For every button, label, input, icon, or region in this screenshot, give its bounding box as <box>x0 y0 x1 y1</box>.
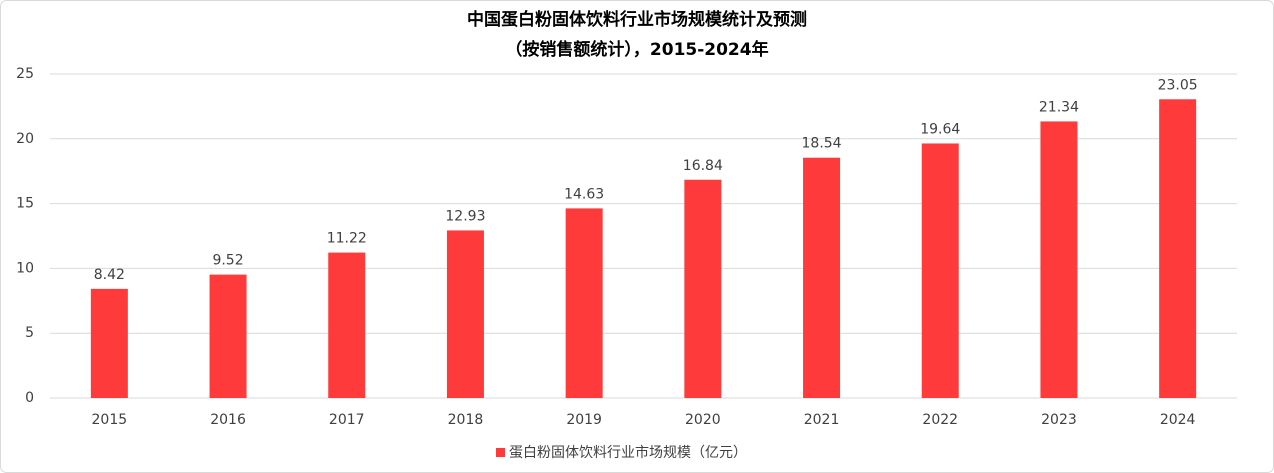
x-tick-label: 2022 <box>922 412 958 428</box>
y-tick-label: 5 <box>25 325 34 341</box>
value-label: 18.54 <box>802 136 842 152</box>
y-tick-label: 20 <box>16 131 34 147</box>
legend-swatch <box>496 448 505 457</box>
y-tick-label: 15 <box>16 196 34 212</box>
y-tick-label: 25 <box>16 66 34 82</box>
x-tick-label: 2024 <box>1160 412 1196 428</box>
value-label: 21.34 <box>1039 99 1079 115</box>
x-tick-label: 2016 <box>210 412 246 428</box>
chart-title: 中国蛋白粉固体饮料行业市场规模统计及预测 <box>467 9 807 30</box>
value-label: 8.42 <box>94 267 125 283</box>
x-tick-label: 2015 <box>92 412 128 428</box>
value-label: 9.52 <box>212 253 243 269</box>
y-tick-label: 0 <box>25 390 34 406</box>
x-tick-label: 2021 <box>804 412 840 428</box>
bar <box>1040 121 1078 399</box>
legend-label: 蛋白粉固体饮料行业市场规模（亿元） <box>509 444 747 461</box>
x-tick-label: 2023 <box>1041 412 1077 428</box>
bar <box>328 252 366 398</box>
x-tick-label: 2017 <box>329 412 365 428</box>
value-label: 16.84 <box>683 158 723 174</box>
x-tick-label: 2018 <box>448 412 484 428</box>
y-tick-label: 10 <box>16 260 34 276</box>
x-tick-label: 2020 <box>685 412 721 428</box>
bar <box>90 288 128 398</box>
bar <box>921 143 959 398</box>
bar <box>684 179 722 398</box>
x-tick-label: 2019 <box>566 412 602 428</box>
bar <box>803 157 841 398</box>
value-label: 11.22 <box>327 231 367 247</box>
bar <box>446 230 484 398</box>
bar <box>565 208 603 398</box>
chart-title: （按销售额统计），2015-2024年 <box>505 39 768 60</box>
value-label: 23.05 <box>1158 77 1198 93</box>
bar <box>209 274 247 398</box>
value-label: 19.64 <box>920 121 960 137</box>
bar <box>1159 99 1197 398</box>
value-label: 12.93 <box>445 208 485 224</box>
value-label: 14.63 <box>564 186 604 202</box>
